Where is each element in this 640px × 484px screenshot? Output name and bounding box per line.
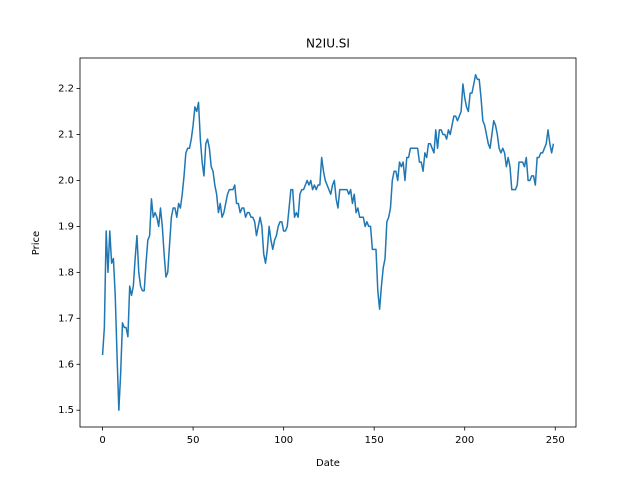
- x-tick-label: 150: [365, 435, 384, 446]
- y-tick-label: 2.0: [58, 175, 74, 186]
- x-tick-label: 50: [187, 435, 200, 446]
- y-tick-label: 1.8: [58, 267, 74, 278]
- y-tick-label: 1.6: [58, 359, 74, 370]
- x-tick-label: 250: [546, 435, 565, 446]
- x-tick-label: 100: [274, 435, 293, 446]
- y-tick-label: 1.5: [58, 405, 74, 416]
- price-line: [101, 74, 555, 411]
- y-tick-label: 1.7: [58, 313, 74, 324]
- chart-title: N2IU.SI: [306, 37, 350, 51]
- y-tick-label: 2.1: [58, 130, 74, 141]
- plot-frame: [79, 57, 577, 428]
- x-tick-label: 0: [99, 435, 105, 446]
- y-axis-label: Price: [31, 231, 42, 255]
- y-tick-label: 2.2: [58, 84, 74, 95]
- y-tick-label: 1.9: [58, 221, 74, 232]
- x-axis-label: Date: [316, 458, 340, 469]
- x-tick-label: 200: [455, 435, 474, 446]
